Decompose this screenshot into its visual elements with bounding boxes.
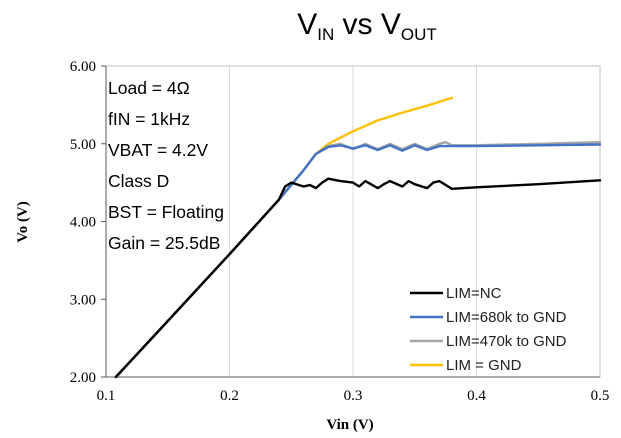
y-tick-label: 5.00 <box>70 137 96 153</box>
y-axis-label: Vo (V) <box>15 201 31 243</box>
y-tick-label: 2.00 <box>70 370 96 386</box>
x-axis-label: Vin (V) <box>326 417 373 433</box>
annotation-line: VBAT = 4.2V <box>108 140 208 160</box>
legend-label: LIM = GND <box>446 357 522 374</box>
gridlines <box>229 66 477 377</box>
y-tick-label: 6.00 <box>70 59 96 75</box>
legend: LIM=NC LIM=680k to GND LIM=470k to GND LIM … <box>410 285 567 374</box>
series-lines <box>114 96 602 379</box>
chart-title-sub-out: OUT <box>401 25 437 44</box>
y-tick-label: 3.00 <box>70 292 96 308</box>
legend-label: LIM=470k to GND <box>446 333 567 350</box>
x-tick-label: 0.4 <box>467 388 486 404</box>
annotation-line: Gain = 25.5dB <box>108 233 220 253</box>
x-tick-label: 0.1 <box>97 388 116 404</box>
series-line-lim-nc <box>114 177 602 379</box>
annotation-line: Class D <box>108 171 169 191</box>
y-tick-label: 4.00 <box>70 215 96 231</box>
axes <box>101 65 601 378</box>
legend-label: LIM=680k to GND <box>446 309 567 326</box>
chart-title-mid: vs V <box>334 8 401 41</box>
y-tick-labels: 2.00 3.00 4.00 5.00 6.00 <box>70 59 96 386</box>
x-tick-label: 0.5 <box>591 388 610 404</box>
chart-title-main: V <box>297 8 317 41</box>
series-line-lim-680k-to-gnd <box>114 143 602 379</box>
conditions-annotation: Load = 4Ω fIN = 1kHz VBAT = 4.2V Class D BST… <box>108 78 224 253</box>
x-tick-label: 0.3 <box>344 388 363 404</box>
annotation-line: fIN = 1kHz <box>108 109 190 129</box>
chart-title-sub-in: IN <box>317 25 334 44</box>
annotation-line: Load = 4Ω <box>108 78 190 98</box>
legend-label: LIM=NC <box>446 285 502 302</box>
annotation-line: BST = Floating <box>108 202 224 222</box>
x-tick-label: 0.2 <box>220 388 239 404</box>
chart-title: VIN vs VOUT <box>297 8 437 44</box>
x-tick-labels: 0.1 0.2 0.3 0.4 0.5 <box>97 388 610 404</box>
